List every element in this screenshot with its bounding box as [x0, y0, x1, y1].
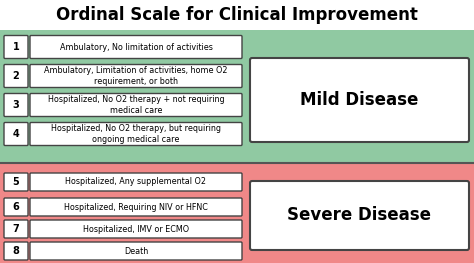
Text: Ordinal Scale for Clinical Improvement: Ordinal Scale for Clinical Improvement: [56, 6, 418, 24]
FancyBboxPatch shape: [4, 94, 28, 117]
Text: 8: 8: [13, 246, 19, 256]
FancyBboxPatch shape: [4, 220, 28, 238]
Text: 6: 6: [13, 202, 19, 212]
FancyBboxPatch shape: [4, 36, 28, 58]
Text: Hospitalized, Any supplemental O2: Hospitalized, Any supplemental O2: [65, 178, 207, 186]
FancyBboxPatch shape: [30, 220, 242, 238]
FancyBboxPatch shape: [30, 198, 242, 216]
Bar: [0, 163, 474, 263]
FancyBboxPatch shape: [4, 242, 28, 260]
FancyBboxPatch shape: [4, 64, 28, 88]
Text: Hospitalized, Requiring NIV or HFNC: Hospitalized, Requiring NIV or HFNC: [64, 203, 208, 211]
FancyBboxPatch shape: [30, 173, 242, 191]
Text: Death: Death: [124, 246, 148, 255]
Text: Mild Disease: Mild Disease: [301, 91, 419, 109]
Text: 7: 7: [13, 224, 19, 234]
Bar: [0, 30, 474, 163]
Text: Hospitalized, IMV or ECMO: Hospitalized, IMV or ECMO: [83, 225, 189, 234]
FancyBboxPatch shape: [30, 36, 242, 58]
FancyBboxPatch shape: [30, 242, 242, 260]
FancyBboxPatch shape: [30, 94, 242, 117]
Text: 1: 1: [13, 42, 19, 52]
Text: 2: 2: [13, 71, 19, 81]
FancyBboxPatch shape: [30, 123, 242, 145]
FancyBboxPatch shape: [30, 64, 242, 88]
Text: Ambulatory, No limitation of activities: Ambulatory, No limitation of activities: [60, 43, 212, 52]
Text: Severe Disease: Severe Disease: [288, 206, 431, 225]
FancyBboxPatch shape: [4, 173, 28, 191]
FancyBboxPatch shape: [4, 123, 28, 145]
FancyBboxPatch shape: [250, 181, 469, 250]
FancyBboxPatch shape: [4, 198, 28, 216]
Text: 4: 4: [13, 129, 19, 139]
Text: Hospitalized, No O2 therapy, but requiring
ongoing medical care: Hospitalized, No O2 therapy, but requiri…: [51, 124, 221, 144]
Text: Hospitalized, No O2 therapy + not requiring
medical care: Hospitalized, No O2 therapy + not requir…: [48, 95, 224, 115]
Text: 5: 5: [13, 177, 19, 187]
FancyBboxPatch shape: [250, 58, 469, 142]
Text: 3: 3: [13, 100, 19, 110]
Text: Ambulatory, Limitation of activities, home O2
requirement, or both: Ambulatory, Limitation of activities, ho…: [44, 66, 228, 86]
